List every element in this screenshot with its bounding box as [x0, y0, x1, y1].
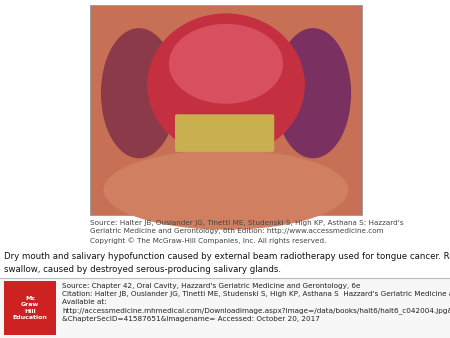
Bar: [0, 278, 450, 338]
Ellipse shape: [147, 14, 305, 156]
Ellipse shape: [169, 24, 283, 104]
Bar: [90, 5, 362, 215]
Ellipse shape: [101, 28, 177, 158]
Bar: [4, 281, 56, 335]
Ellipse shape: [275, 28, 351, 158]
Ellipse shape: [104, 150, 348, 230]
Text: Dry mouth and salivary hypofunction caused by external beam radiotherapy used fo: Dry mouth and salivary hypofunction caus…: [4, 252, 450, 273]
Text: Mc
Graw
Hill
Education: Mc Graw Hill Education: [13, 296, 47, 320]
Text: Source: Chapter 42, Oral Cavity, Hazzard's Geriatric Medicine and Gerontology, 6: Source: Chapter 42, Oral Cavity, Hazzard…: [62, 283, 450, 322]
Text: Source: Halter JB, Ouslander JG, Tinetti ME, Studenski S, High KP, Asthana S: Ha: Source: Halter JB, Ouslander JG, Tinetti…: [90, 220, 404, 244]
FancyBboxPatch shape: [175, 114, 274, 152]
